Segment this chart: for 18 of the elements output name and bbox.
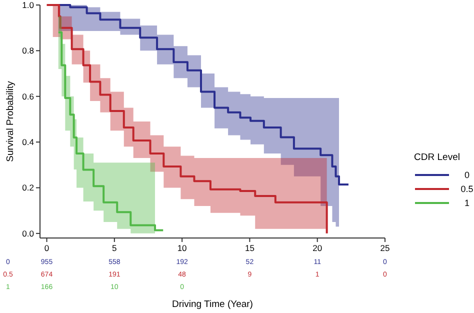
- x-tick-label: 0: [44, 243, 50, 253]
- legend-label: 0.5: [460, 184, 474, 194]
- x-axis-title: Driving Time (Year): [172, 299, 253, 310]
- y-tick-label: 1.0: [22, 0, 34, 10]
- y-tick-label: 0.6: [22, 91, 34, 102]
- legend-title: CDR Level: [414, 152, 460, 163]
- x-tick-label: 25: [380, 243, 390, 253]
- y-axis-title: Survival Probability: [5, 80, 16, 162]
- y-tick-label: 0.2: [22, 182, 34, 193]
- x-tick-label: 20: [312, 243, 322, 253]
- legend-label: 1: [464, 198, 470, 208]
- y-tick-label: 0.4: [22, 137, 34, 148]
- y-tick-label: 0.8: [22, 46, 34, 56]
- x-tick-label: 10: [177, 243, 188, 253]
- x-tick-label: 5: [112, 243, 118, 253]
- x-tick-label: 15: [244, 243, 255, 253]
- y-tick-label: 0.0: [22, 228, 34, 238]
- legend-label: 0: [464, 170, 470, 180]
